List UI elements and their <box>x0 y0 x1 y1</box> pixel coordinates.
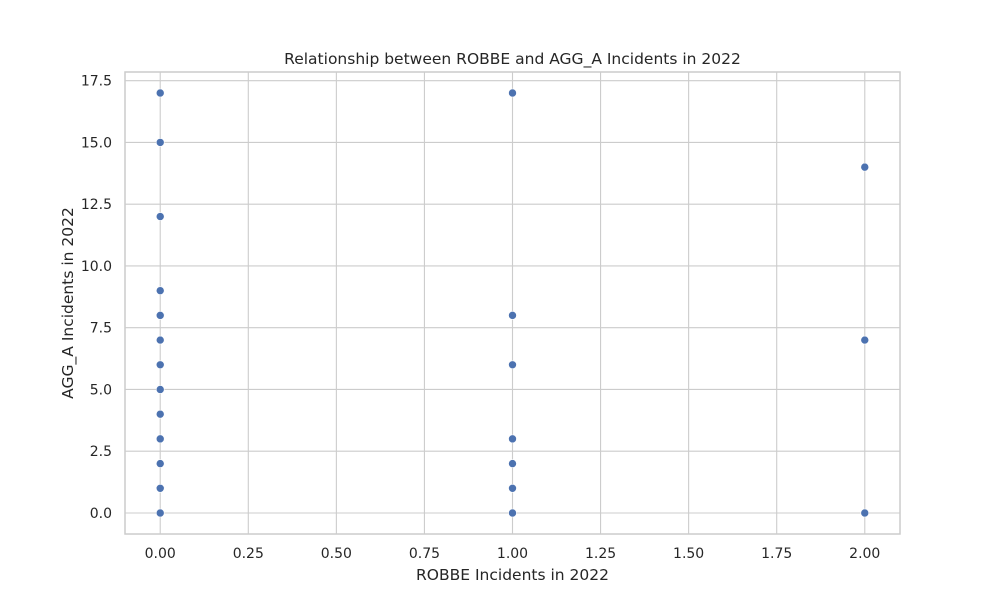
data-point <box>860 508 870 518</box>
data-point <box>860 162 870 172</box>
y-tick-label: 5.0 <box>90 382 112 398</box>
x-axis-title: ROBBE Incidents in 2022 <box>416 566 609 584</box>
data-point <box>155 508 165 518</box>
data-point <box>508 459 517 468</box>
data-point <box>508 508 517 518</box>
x-tick-label: 0.00 <box>145 546 176 562</box>
x-tick-label: 0.25 <box>233 546 264 562</box>
x-tick-label: 0.50 <box>321 546 352 562</box>
data-point <box>155 138 165 147</box>
x-tick-label: 1.50 <box>673 546 704 562</box>
y-tick-label: 17.5 <box>81 74 112 90</box>
data-point <box>155 483 165 493</box>
data-point <box>860 335 870 345</box>
y-tick-label: 0.0 <box>90 506 112 522</box>
data-point <box>155 212 165 221</box>
data-point <box>155 409 165 419</box>
data-point <box>508 311 517 320</box>
y-tick-label: 15.0 <box>81 135 112 151</box>
data-point <box>155 459 165 468</box>
data-point <box>508 434 517 444</box>
x-tick-label: 1.25 <box>585 546 616 562</box>
y-tick-label: 10.0 <box>81 259 112 275</box>
x-tick-label: 1.00 <box>497 546 528 562</box>
data-point <box>155 434 165 444</box>
data-point <box>155 286 165 295</box>
x-tick-label: 2.00 <box>849 546 880 562</box>
y-tick-label: 7.5 <box>90 321 112 337</box>
x-tick-label: 0.75 <box>409 546 440 562</box>
grid <box>125 72 900 534</box>
y-axis-title: AGG_A Incidents in 2022 <box>59 207 78 399</box>
y-tick-label: 12.5 <box>81 197 112 213</box>
data-point <box>155 311 165 320</box>
data-point <box>155 385 165 394</box>
y-tick-labels: 0.0 2.5 5.0 7.5 10.0 12.5 15.0 17.5 <box>81 74 112 522</box>
x-tick-label: 1.75 <box>761 546 792 562</box>
data-point <box>508 88 517 98</box>
y-tick-label: 2.5 <box>90 444 112 460</box>
data-point <box>508 360 517 370</box>
data-point <box>155 88 165 98</box>
data-point <box>508 483 517 493</box>
data-point <box>155 335 165 345</box>
x-tick-labels: 0.00 0.25 0.50 0.75 1.00 1.25 1.50 1.75 2.00 <box>145 546 881 562</box>
data-point <box>155 360 165 370</box>
chart-title: Relationship between ROBBE and AGG_A Inc… <box>284 50 741 69</box>
data-points <box>155 88 870 518</box>
plot-area-border <box>124 71 901 535</box>
